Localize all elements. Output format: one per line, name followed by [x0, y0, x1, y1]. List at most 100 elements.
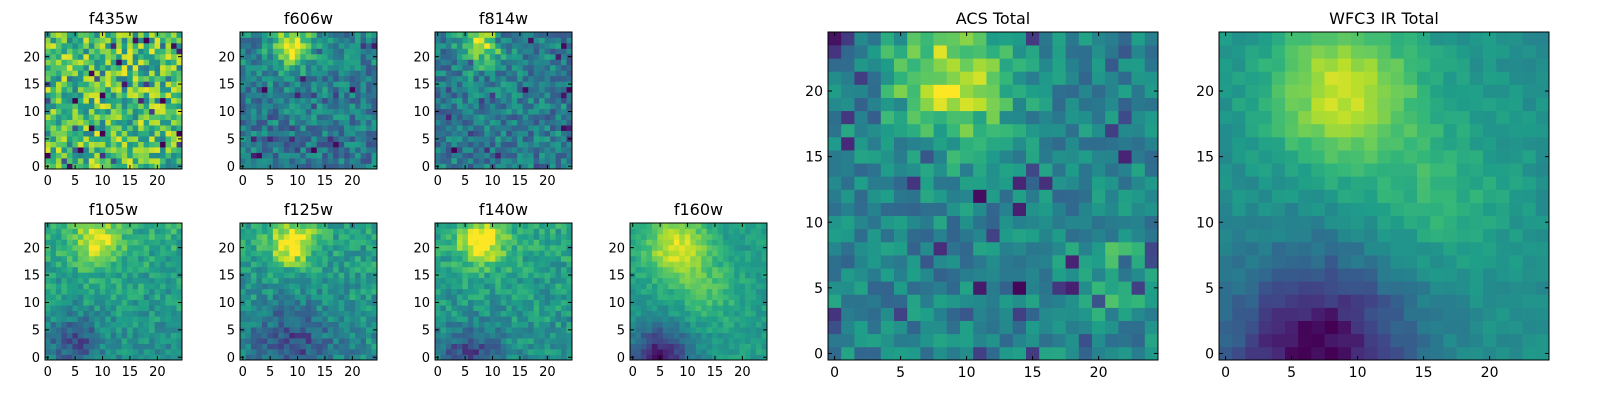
heatmap-cell [99, 299, 106, 306]
heatmap-cell [690, 244, 697, 251]
heatmap-cell [723, 316, 729, 322]
heatmap-cell [1012, 202, 1027, 217]
heatmap-cell [349, 108, 356, 115]
heatmap-cell [723, 223, 729, 229]
heatmap-cell [366, 261, 372, 268]
heatmap-cell [522, 316, 529, 322]
heatmap-cell [261, 305, 268, 312]
heatmap-cell [662, 288, 669, 295]
heatmap-cell [630, 261, 636, 268]
heatmap-cell [630, 316, 636, 322]
heatmap-cell [261, 141, 268, 148]
heatmap-cell [544, 97, 551, 104]
heatmap-cell [668, 261, 675, 268]
heatmap-cell [920, 215, 934, 230]
heatmap-cell [311, 119, 318, 126]
heatmap-cell [684, 316, 691, 322]
heatmap-cell [250, 349, 257, 355]
heatmap-cell [316, 299, 323, 306]
heatmap-cell [761, 305, 768, 312]
heatmap-cell [673, 283, 680, 290]
heatmap-cell [61, 316, 68, 322]
heatmap-cell [566, 332, 573, 339]
heatmap-cell [305, 288, 312, 295]
heatmap-cell [761, 288, 768, 295]
heatmap-cell [283, 261, 290, 268]
heatmap-cell [294, 147, 301, 153]
heatmap-cell [867, 281, 882, 295]
heatmap-cell [734, 228, 740, 235]
heatmap-cell [630, 310, 636, 317]
heatmap-cell [61, 97, 68, 104]
heatmap-cell [1105, 307, 1119, 321]
heatmap-cell [561, 92, 567, 99]
heatmap-cell [561, 147, 567, 153]
heatmap-cell [539, 244, 545, 251]
heatmap-cell [300, 239, 307, 246]
heatmap-cell [61, 223, 68, 229]
heatmap-cell [561, 343, 567, 350]
heatmap-cell [739, 316, 746, 322]
heatmap-cell [278, 305, 285, 312]
heatmap-cell [371, 283, 378, 290]
heatmap-cell [489, 125, 496, 131]
heatmap-cell [272, 327, 279, 333]
heatmap-cell [435, 321, 441, 328]
heatmap-cell [706, 266, 713, 273]
x-tick-label: 20 [734, 365, 751, 380]
heatmap-cell [500, 42, 507, 49]
heatmap-cell [55, 239, 62, 246]
heatmap-cell [646, 327, 653, 333]
heatmap-cell [478, 332, 485, 339]
heatmap-cell [1052, 202, 1066, 217]
heatmap-cell [867, 241, 882, 256]
heatmap-cell [121, 37, 128, 44]
heatmap-cell [344, 141, 350, 148]
heatmap-cell [484, 294, 491, 301]
heatmap-cell [138, 310, 144, 317]
heatmap-cell [311, 48, 318, 55]
heatmap-cell [841, 241, 855, 256]
heatmap-cell [77, 81, 84, 88]
heatmap-cell [149, 92, 155, 99]
heatmap-cell [311, 316, 318, 322]
heatmap-cell [338, 32, 345, 38]
heatmap-cell [160, 233, 166, 240]
heatmap-cell [841, 268, 855, 282]
heatmap-cell [127, 250, 134, 257]
heatmap-cell [695, 327, 702, 333]
heatmap-cell [662, 223, 669, 229]
heatmap-cell [110, 239, 117, 246]
heatmap-cell [245, 354, 252, 361]
heatmap-cell [121, 81, 128, 88]
heatmap-cell [467, 266, 474, 273]
heatmap-cell [149, 266, 155, 273]
heatmap-cell [511, 277, 518, 284]
heatmap-cell [311, 223, 318, 229]
heatmap-cell [72, 141, 79, 148]
heatmap-cell [116, 103, 123, 110]
heatmap-cell [371, 42, 378, 49]
heatmap-cell [83, 223, 90, 229]
heatmap-cell [349, 86, 356, 93]
heatmap-cell [533, 233, 540, 240]
heatmap-cell [920, 241, 934, 256]
heatmap-cell [1118, 333, 1132, 348]
heatmap-cell [489, 343, 496, 350]
heatmap-cell [77, 32, 84, 38]
heatmap-cell [138, 228, 144, 235]
heatmap-cell [366, 305, 372, 312]
heatmap-cell [462, 37, 469, 44]
heatmap-cell [528, 86, 534, 93]
heatmap-cell [500, 163, 507, 170]
heatmap-cell [322, 250, 329, 257]
heatmap-cell [522, 147, 529, 153]
heatmap-cell [1052, 320, 1066, 335]
heatmap-cell [322, 321, 329, 328]
heatmap-cell [344, 338, 350, 344]
heatmap-cell [371, 59, 378, 66]
heatmap-cell [522, 354, 529, 361]
heatmap-cell [349, 244, 356, 251]
heatmap-cell [533, 147, 540, 153]
